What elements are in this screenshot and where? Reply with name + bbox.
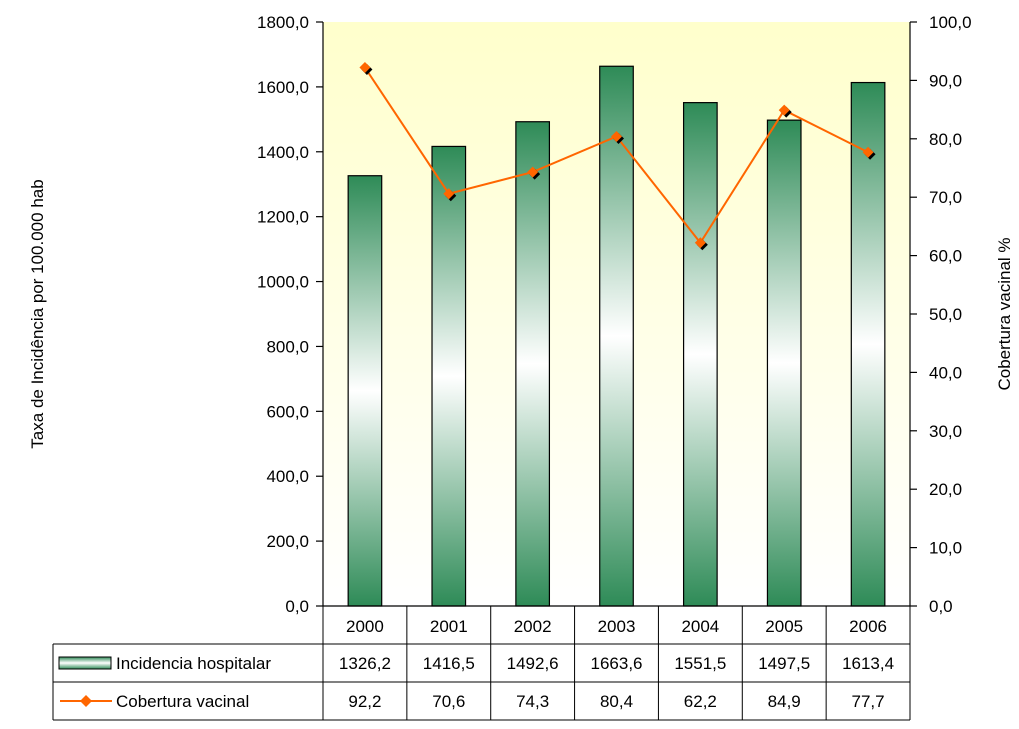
y-tick-label-right: 70,0 [929,188,962,207]
data-label-line: 77,7 [852,692,885,711]
y-tick-label-left: 1800,0 [257,13,309,32]
x-tick-label: 2005 [765,617,803,636]
line-marker [694,237,706,249]
y-tick-label-left: 0,0 [285,597,309,616]
x-tick-label: 2003 [598,617,636,636]
y-tick-label-left: 200,0 [266,532,309,551]
data-label-bar: 1497,5 [758,654,810,673]
line-marker [862,146,874,158]
x-tick-label: 2000 [346,617,384,636]
bars [347,65,886,607]
y-tick-label-left: 1400,0 [257,143,309,162]
y-tick-label-right: 100,0 [929,13,972,32]
bar [850,81,886,607]
y-tick-label-left: 1000,0 [257,273,309,292]
bar [766,119,802,607]
data-table: 2000 2001 2002 2003 2004 2005 2006 Incidencia h… [52,606,911,721]
y-tick-label-right: 60,0 [929,247,962,266]
legend-swatch-marker [80,695,92,707]
data-label-line: 74,3 [516,692,549,711]
legend-label-bar: Incidencia hospitalar [116,654,271,673]
data-label-line: 80,4 [600,692,633,711]
y-tick-label-right: 0,0 [929,597,953,616]
x-tick-label: 2001 [430,617,468,636]
data-label-bar: 1416,5 [423,654,475,673]
y-tick-label-right: 50,0 [929,305,962,324]
y-tick-label-left: 800,0 [266,337,309,356]
y-axis-title-left: Taxa de Incidência por 100.000 hab [28,179,47,448]
legend-label-line: Cobertura vacinal [116,692,249,711]
line-marker [778,104,790,116]
y-tick-label-left: 400,0 [266,467,309,486]
y-tick-label-right: 30,0 [929,422,962,441]
y-tick-label-right: 90,0 [929,71,962,90]
y-tick-label-right: 40,0 [929,363,962,382]
bar [599,65,634,607]
line-marker [443,188,455,200]
y-tick-label-right: 20,0 [929,480,962,499]
y-tick-label-left: 1600,0 [257,78,309,97]
bar [347,175,383,607]
data-label-line: 84,9 [768,692,801,711]
data-label-bar: 1551,5 [674,654,726,673]
data-label-bar: 1492,6 [507,654,559,673]
data-label-bar: 1326,2 [339,654,391,673]
y-tick-label-left: 1200,0 [257,208,309,227]
line-marker [611,130,622,142]
y-tick-label-left: 600,0 [266,402,309,421]
data-label-line: 92,2 [348,692,381,711]
bar [431,145,467,607]
data-label-line: 62,2 [684,692,717,711]
line-marker [359,62,371,74]
y-tick-label-right: 80,0 [929,130,962,149]
x-tick-label: 2004 [681,617,719,636]
legend-swatch-bar [58,656,112,670]
data-label-bar: 1613,4 [842,654,894,673]
x-tick-label: 2002 [514,617,552,636]
y-axis-title-right: Cobertura vacinal % [995,237,1014,390]
bar [515,121,551,607]
data-label-line: 70,6 [432,692,465,711]
axes: 0,0 200,0 400,0 600,0 800,0 1000,0 1200,0 1400,… [257,13,972,616]
line-marker [527,166,539,178]
y-tick-label-right: 10,0 [929,539,962,558]
x-tick-label: 2006 [849,617,887,636]
line-series [359,62,876,251]
data-label-bar: 1663,6 [591,654,643,673]
bar [682,102,718,607]
